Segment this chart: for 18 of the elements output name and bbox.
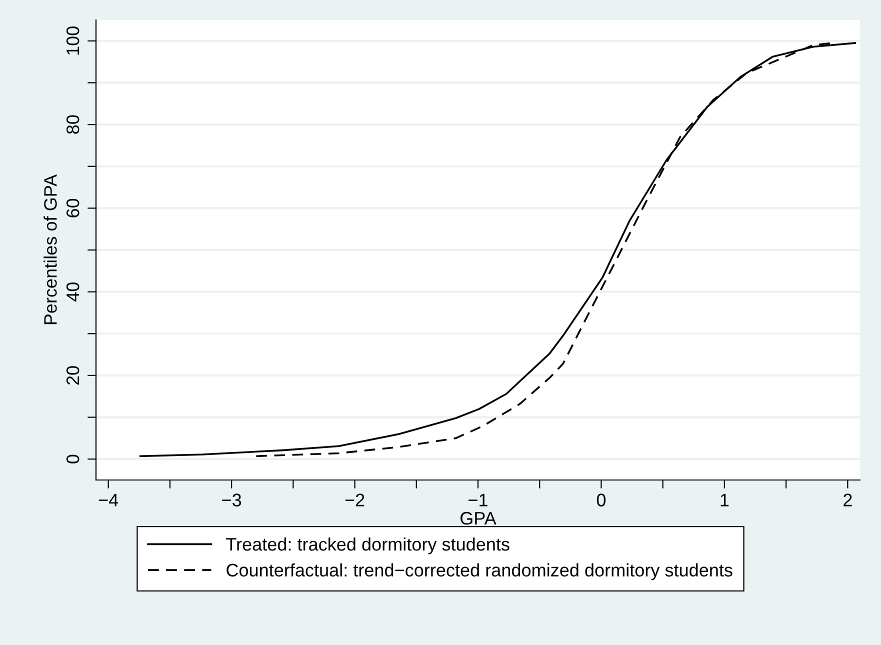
- y-tick-label: 80: [66, 115, 80, 134]
- y-tick-label: 40: [66, 282, 80, 302]
- legend-label: Treated: tracked dormitory students: [226, 537, 510, 554]
- x-tick-label: −4: [98, 494, 118, 506]
- line-series: [139, 42, 856, 458]
- x-axis-title: GPA: [460, 512, 496, 525]
- y-axis-title: Percentiles of GPA: [44, 174, 57, 324]
- x-tick-label: 1: [720, 494, 729, 506]
- y-tick-label: 60: [66, 198, 80, 218]
- legend-label: Counterfactual: trend−corrected randomized dormitory students: [226, 563, 732, 580]
- x-tick-label: 2: [844, 494, 852, 506]
- y-tick-label: 20: [66, 366, 80, 385]
- y-tick-label: 100: [66, 26, 80, 55]
- x-tick-label: −2: [345, 494, 364, 506]
- x-tick-label: −1: [468, 494, 488, 506]
- x-tick-label: 0: [596, 494, 606, 506]
- x-tick-label: −3: [222, 494, 242, 506]
- y-tick-label: 0: [66, 454, 80, 464]
